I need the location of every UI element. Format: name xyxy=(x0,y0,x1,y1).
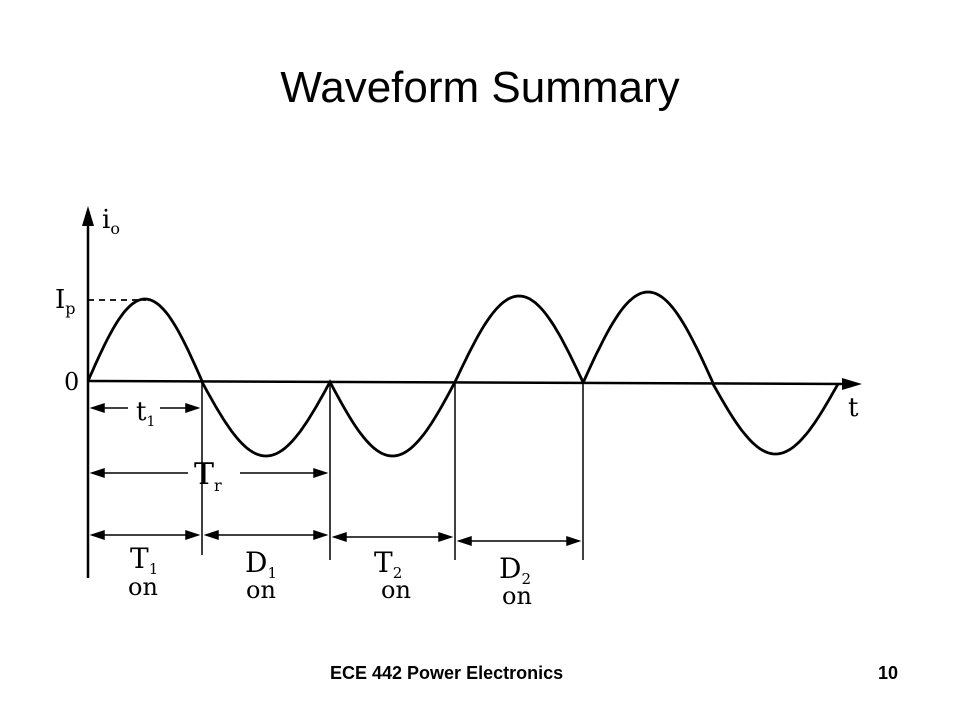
y-axis-label: io xyxy=(102,205,120,238)
x-axis-label: t xyxy=(848,393,859,423)
x-axis xyxy=(87,379,847,386)
interval-4-state-label: on xyxy=(502,582,532,610)
zero-label: 0 xyxy=(64,368,79,396)
footer-page-number: 10 xyxy=(878,663,899,683)
interval-3-state-label: on xyxy=(381,576,411,604)
interval-3-device-label: T2 xyxy=(374,546,402,582)
interval-2-device-label: D1 xyxy=(245,546,277,582)
interval-1-device-label: T1 xyxy=(130,542,158,578)
interval-4-device-label: D2 xyxy=(499,552,531,588)
peak-label: Ip xyxy=(55,285,76,318)
tr-dimension xyxy=(89,467,329,479)
t1-label: t1 xyxy=(136,397,155,430)
footer-course-name: ECE 442 Power Electronics xyxy=(330,663,564,683)
interval-2-state-label: on xyxy=(246,576,276,604)
output-current-waveform xyxy=(86,290,840,458)
tr-label: Tr xyxy=(194,457,222,495)
interval-arrows xyxy=(89,529,582,547)
slide-title: Waveform Summary xyxy=(280,63,680,112)
y-axis-arrowhead xyxy=(82,206,94,226)
t1-dimension xyxy=(89,402,201,414)
interval-1-state-label: on xyxy=(128,573,158,601)
x-axis-arrowhead xyxy=(842,378,862,390)
